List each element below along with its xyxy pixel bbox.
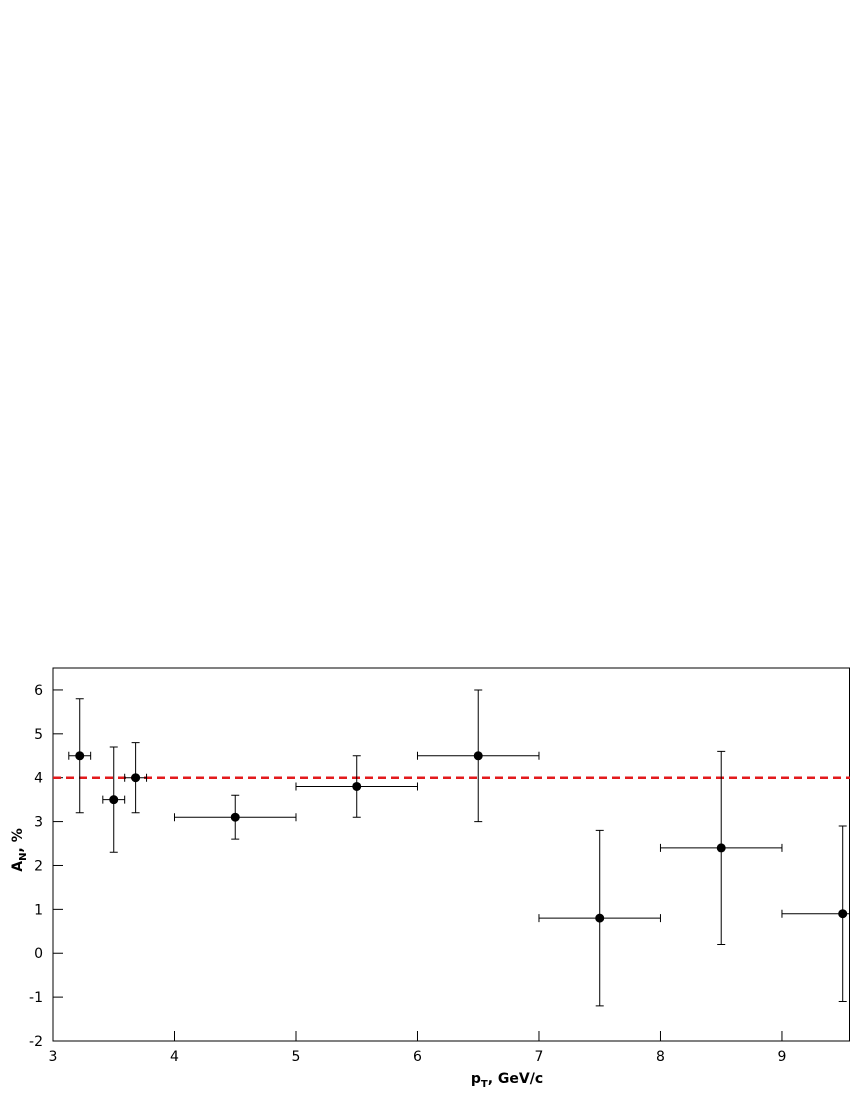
data-point — [109, 795, 119, 805]
x-tick-label: 9 — [778, 1049, 787, 1065]
plot-frame — [52, 667, 850, 1042]
y-tick-label: 6 — [34, 683, 43, 699]
y-tick-label: -1 — [29, 990, 43, 1006]
y-label-sub: N — [18, 853, 29, 861]
data-point — [131, 773, 141, 783]
y-tick-label: 0 — [34, 946, 43, 962]
y-tick-label: 1 — [34, 902, 43, 918]
data-point — [838, 909, 848, 919]
y-label-main: A — [10, 861, 26, 872]
x-tick-label: 3 — [49, 1049, 58, 1065]
x-label-sub: T — [481, 1079, 488, 1090]
x-tick-label: 4 — [170, 1049, 179, 1065]
data-point — [473, 751, 483, 761]
y-tick-label: 2 — [34, 858, 43, 874]
y-label-rest: , % — [10, 828, 26, 852]
y-axis-label: AN, % — [10, 828, 29, 871]
x-tick-label: 6 — [413, 1049, 422, 1065]
data-point — [352, 781, 362, 791]
data-point — [595, 913, 605, 923]
y-tick-label: 3 — [34, 815, 43, 831]
x-tick-label: 8 — [656, 1049, 665, 1065]
data-point — [230, 812, 240, 822]
x-label-main: p — [471, 1071, 481, 1087]
x-axis-label: pT, GeV/c — [471, 1071, 543, 1090]
x-label-rest: , GeV/c — [488, 1071, 543, 1087]
x-tick-label: 5 — [292, 1049, 301, 1065]
y-tick-label: 4 — [34, 771, 43, 787]
data-point — [75, 751, 85, 761]
data-point — [716, 843, 726, 853]
x-tick-label: 7 — [535, 1049, 544, 1065]
y-tick-label: -2 — [29, 1034, 43, 1050]
y-tick-label: 5 — [34, 727, 43, 743]
